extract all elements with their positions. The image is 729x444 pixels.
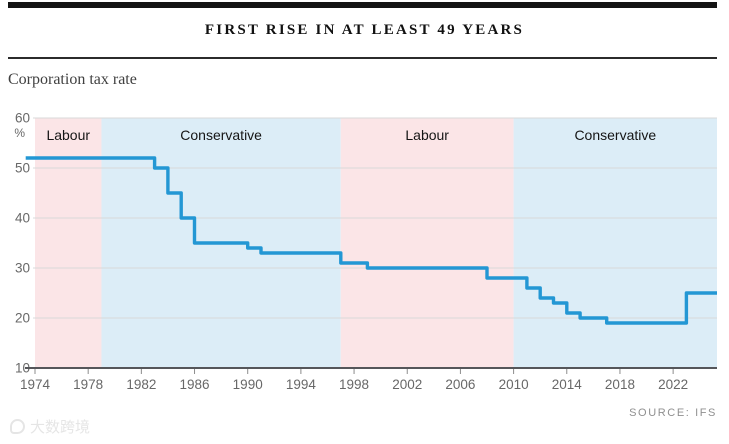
band-label: Conservative <box>574 127 656 143</box>
x-tick-label: 2018 <box>605 377 635 392</box>
source-credit: SOURCE: IFS <box>629 407 717 419</box>
x-tick-label: 2014 <box>552 377 583 392</box>
x-tick-label: 1990 <box>233 377 263 392</box>
x-tick-label: 2010 <box>499 377 529 392</box>
y-tick-label: 10 <box>15 361 30 376</box>
y-tick-label: 20 <box>15 311 30 326</box>
band-label: Conservative <box>180 127 262 143</box>
tax-rate-line <box>25 156 717 325</box>
watermark: 大数跨境 <box>10 416 90 437</box>
x-tick-label: 2022 <box>658 377 688 392</box>
top-accent-bar <box>8 2 717 8</box>
y-tick-label: 50 <box>15 161 30 176</box>
y-axis-unit: % <box>14 126 25 140</box>
y-tick-label: 40 <box>15 211 30 226</box>
x-tick-label: 2006 <box>445 377 475 392</box>
x-tick-label: 2002 <box>392 377 422 392</box>
x-tick-label: 1986 <box>180 377 210 392</box>
band-label: Labour <box>405 127 449 143</box>
title-divider <box>8 57 717 59</box>
band-labour <box>35 118 102 368</box>
y-tick-label: 60 <box>15 111 30 126</box>
watermark-text: 大数跨境 <box>30 419 91 436</box>
x-tick-label: 1998 <box>339 377 369 392</box>
band-label: Labour <box>46 127 90 143</box>
x-tick-label: 1978 <box>73 377 103 392</box>
x-tick-label: 1982 <box>126 377 156 392</box>
chart-subtitle: Corporation tax rate <box>8 71 137 88</box>
page-title: FIRST RISE IN AT LEAST 49 YEARS <box>204 22 525 38</box>
x-tick-label: 1974 <box>20 377 51 392</box>
y-tick-label: 30 <box>15 261 30 276</box>
bird-logo-icon <box>10 419 25 434</box>
band-conservative <box>513 118 717 368</box>
x-tick-label: 1994 <box>286 377 317 392</box>
band-labour <box>340 118 514 368</box>
